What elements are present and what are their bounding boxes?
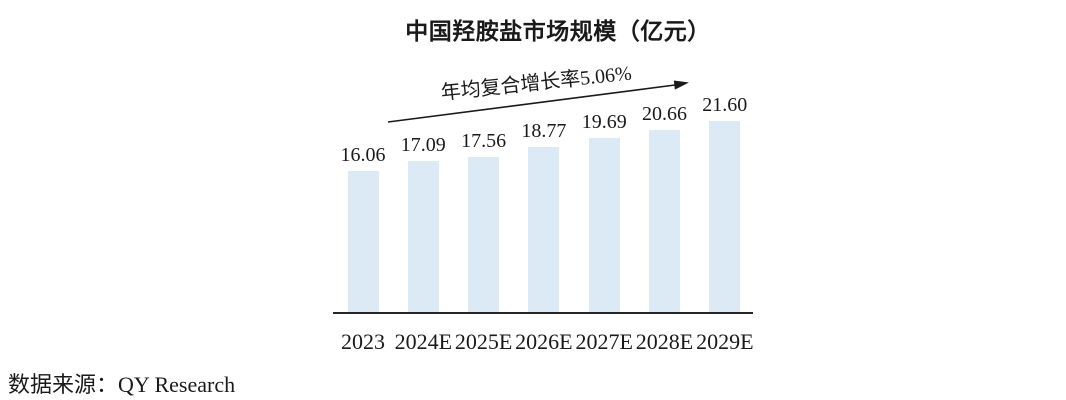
bar-value-label: 16.06: [340, 143, 386, 166]
bar-2028E: [649, 129, 680, 313]
source-note: 数据来源：QY Research: [8, 372, 236, 397]
bar-2024E: [407, 161, 439, 313]
cagr-label: 年均复合增长率5.06%: [439, 62, 633, 105]
x-tick-label: 2029E: [696, 329, 754, 354]
bar-value-label: 17.56: [461, 130, 507, 153]
x-tick-label: 2026E: [515, 329, 573, 354]
bar-2025E: [468, 157, 500, 313]
x-tick-label: 2027E: [575, 329, 633, 354]
chart-title: 中国羟胺盐市场规模（亿元）: [405, 19, 711, 44]
x-axis-line: [333, 312, 753, 314]
x-tick-label: 2028E: [635, 329, 694, 354]
bar-2026E: [528, 146, 560, 313]
bar-value-label: 17.09: [400, 134, 446, 157]
bar-2023: [347, 170, 379, 313]
x-tick-label: 2023: [341, 329, 385, 354]
bar-value-label: 20.66: [642, 102, 687, 125]
bar-value-label: 19.69: [581, 111, 627, 134]
cagr-arrowhead: [673, 80, 689, 90]
x-tick-label: 2025E: [454, 329, 513, 354]
bar-value-label: 18.77: [521, 119, 567, 142]
bar-2029E: [709, 121, 741, 313]
x-tick-label: 2024E: [394, 329, 453, 354]
bar-value-label: 21.60: [702, 94, 748, 117]
bar-2027E: [588, 138, 620, 313]
